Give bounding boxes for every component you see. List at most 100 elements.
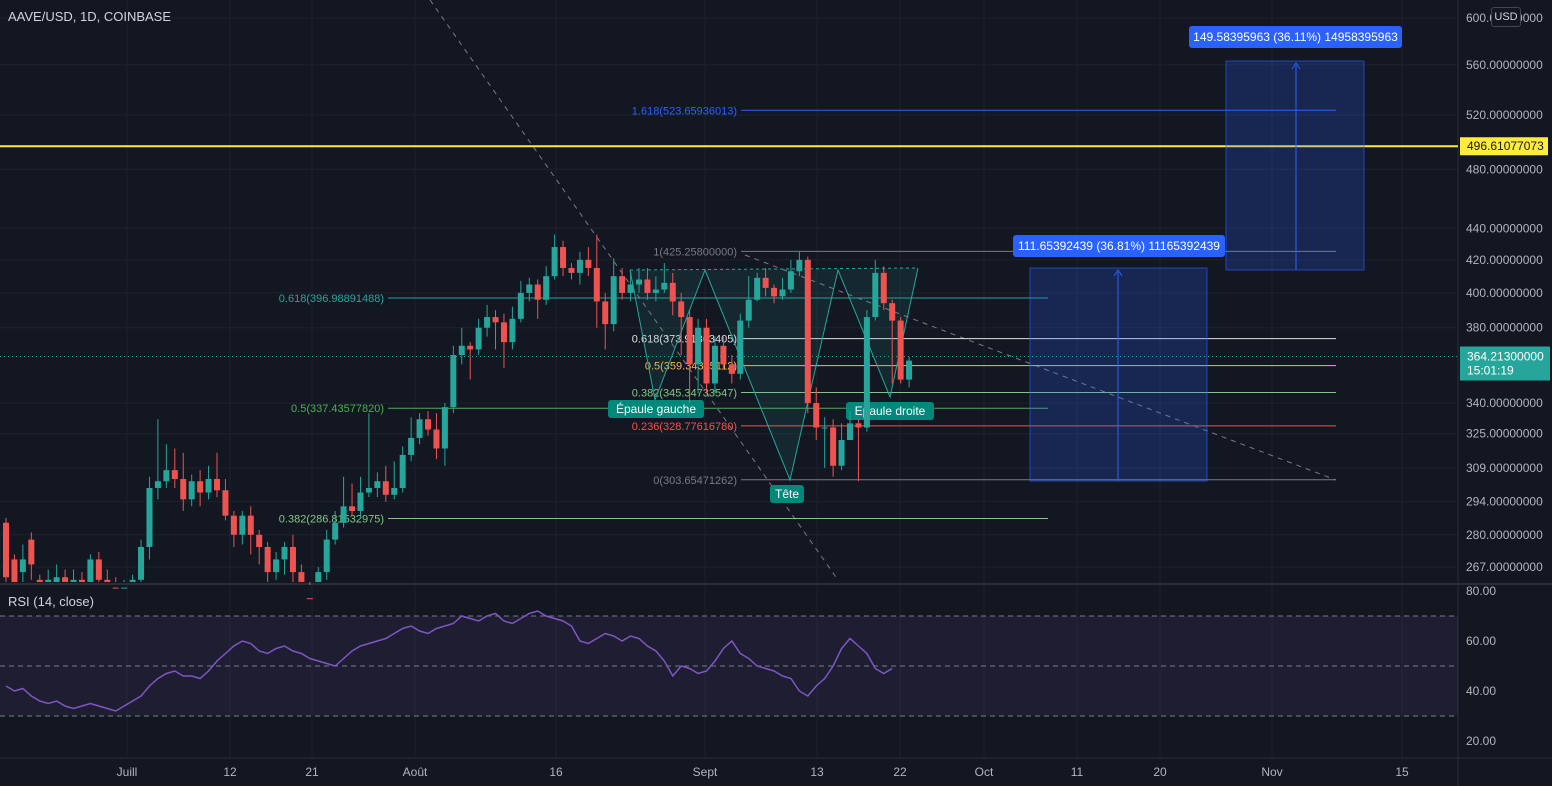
fib-upper-level-label: 0.382(286.81532975) (279, 513, 384, 525)
left-shoulder-label: Épaule gauche (616, 401, 696, 416)
candle-body (256, 534, 263, 547)
symbol-title[interactable]: AAVE/USD, 1D, COINBASE (8, 9, 172, 24)
candle-body (19, 559, 26, 573)
fib-lower-level-label: 0(303.65471262) (653, 475, 737, 487)
candle-body (526, 284, 533, 293)
candle-body (306, 598, 313, 600)
candle-body (695, 327, 702, 365)
candle-body (534, 284, 541, 300)
projection-arrow-head (1113, 269, 1123, 277)
time-axis-tick: 11 (1071, 765, 1084, 779)
time-axis-tick: Nov (1261, 765, 1282, 779)
right-shoulder-label: Epaule droite (855, 404, 926, 418)
candle-body (323, 539, 330, 573)
candle-body (467, 345, 474, 350)
candle-body (62, 577, 69, 582)
rsi-line (5, 610, 893, 712)
candle-body (475, 327, 482, 350)
candle-body (399, 454, 406, 488)
candle-body (872, 272, 879, 318)
fib-upper-level-label: 0.618(396.98891488) (279, 293, 384, 305)
price-and-time-axes[interactable]: 600.00000000560.00000000520.00000000480.… (117, 11, 1550, 779)
candle-body (711, 345, 718, 384)
time-axis-tick: Août (403, 765, 428, 779)
projection-box (1225, 60, 1365, 271)
fib-upper-level-label: 1.618(523.65936013) (632, 105, 737, 117)
candle-body (652, 289, 659, 293)
candle-body (619, 276, 626, 293)
candle-body (315, 572, 322, 582)
rsi-indicator-title[interactable]: RSI (14, close) (8, 594, 94, 609)
candle-body (382, 481, 389, 495)
candle-body (484, 317, 491, 328)
candle-body (551, 247, 558, 277)
candle-body (450, 355, 457, 408)
candle-body (636, 279, 642, 285)
candle-body (492, 317, 499, 323)
candle-body (53, 577, 60, 582)
price-axis-tick: 420.00000000 (1466, 253, 1543, 267)
projection-label-background (1013, 235, 1225, 257)
candle-body (357, 492, 364, 511)
rsi-pane[interactable]: 80.00 60.00 40.00 20.00 (0, 584, 1496, 748)
candle-body (897, 320, 904, 380)
time-axis-tick: 22 (893, 765, 907, 779)
candle-body (281, 546, 288, 560)
candle-body (154, 481, 161, 488)
candle-body (36, 579, 43, 582)
candle-body (787, 271, 794, 290)
candle-body (661, 282, 668, 290)
fib-lower-level-label: 0.382(345.34733547) (632, 388, 737, 400)
candle-body (188, 481, 195, 500)
price-axis-tick: 400.00000000 (1466, 286, 1543, 300)
candle-body (197, 481, 204, 493)
current-price-value: 364.21300000 (1467, 349, 1544, 363)
projection-arrow-head (1291, 62, 1301, 70)
price-axis-tick: 294.00000000 (1466, 495, 1543, 509)
candle-body (863, 317, 870, 428)
price-axis-tick: 380.00000000 (1466, 321, 1543, 335)
price-axis-tick: 520.00000000 (1466, 108, 1543, 122)
candle-body (180, 479, 187, 500)
candle-body (146, 487, 153, 547)
candle-body (737, 320, 744, 374)
candle-body (112, 587, 119, 589)
candle-body (340, 506, 347, 523)
fib-lower-level-label: 0.236(328.77616780) (632, 421, 737, 433)
candle-body (720, 345, 727, 365)
candle-body (560, 247, 567, 268)
projection-label-background (1189, 26, 1402, 48)
candle-body (289, 546, 296, 573)
candle-body (678, 301, 685, 318)
fib-lower-level-label: 1(425.25800000) (653, 246, 737, 258)
candle-body (745, 299, 752, 321)
candle-body (264, 546, 271, 573)
rsi-axis-tick: 40.00 (1466, 684, 1496, 698)
currency-button[interactable]: USD (1491, 7, 1521, 27)
left-shoulder-label-background (608, 400, 704, 418)
candle-body (703, 327, 710, 384)
price-axis-tick: 325.00000000 (1466, 427, 1543, 441)
fib-lower-level-label: 0.618(373.91303405) (632, 334, 737, 346)
candle-body (129, 579, 136, 582)
candle-body (441, 407, 448, 449)
candle-body (408, 437, 415, 455)
candle-body (880, 272, 887, 304)
candle-body (205, 479, 212, 493)
candle-body (644, 279, 651, 293)
candle-body (610, 276, 617, 325)
candle-body (830, 427, 837, 466)
candle-body (906, 360, 913, 380)
candle-body (138, 546, 145, 580)
candlestick-series[interactable] (3, 234, 913, 600)
candle-body (365, 487, 372, 493)
head-shoulders-fill (630, 268, 918, 480)
candle-body (298, 572, 305, 582)
time-axis-tick: Oct (975, 765, 994, 779)
candle-body (391, 487, 398, 495)
candle-body (889, 303, 896, 321)
candle-body (104, 579, 111, 582)
candle-body (28, 539, 35, 565)
